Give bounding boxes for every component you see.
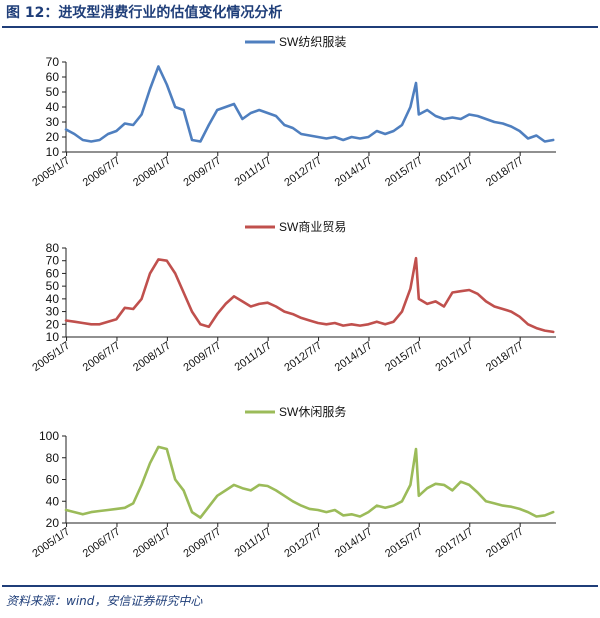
series-line [64, 445, 555, 519]
x-tick-label: 2015/7/7 [383, 340, 425, 374]
y-tick-label: 10 [46, 145, 60, 159]
x-tick-label: 2006/7/7 [81, 340, 123, 374]
figure-title: 图 12：进攻型消费行业的估值变化情况分析 [6, 5, 283, 21]
title-rule [2, 26, 598, 28]
y-tick-label: 40 [46, 100, 60, 114]
x-tick-label: 2015/7/7 [383, 155, 425, 189]
x-tick-label: 2011/1/7 [233, 340, 274, 374]
x-tick-label: 2018/7/7 [484, 340, 526, 374]
y-tick-label: 100 [39, 429, 59, 443]
x-tick-label: 2018/7/7 [484, 526, 526, 560]
y-tick-label: 60 [46, 70, 60, 84]
y-tick-label: 10 [46, 330, 60, 344]
y-tick-label: 80 [46, 451, 60, 465]
y-tick-label: 20 [46, 130, 60, 144]
x-tick-label: 2006/7/7 [81, 155, 123, 189]
y-tick-label: 30 [46, 115, 60, 129]
y-tick-label: 30 [46, 305, 60, 319]
x-tick-label: 2005/1/7 [30, 155, 72, 189]
x-tick-label: 2014/1/7 [333, 155, 375, 189]
y-tick-label: 20 [46, 317, 60, 331]
y-tick-label: 70 [46, 254, 60, 268]
series-line [64, 256, 555, 334]
x-tick-label: 2014/1/7 [333, 340, 375, 374]
y-tick-label: 50 [46, 279, 60, 293]
x-tick-label: 2006/7/7 [81, 526, 123, 560]
y-tick-label: 50 [46, 85, 60, 99]
source-note: 资料来源：wind，安信证券研究中心 [6, 594, 203, 608]
source-rule [2, 585, 598, 587]
x-tick-label: 2009/7/7 [182, 155, 224, 189]
y-tick-label: 60 [46, 473, 60, 487]
legend-label: SW纺织服装 [279, 35, 346, 49]
x-tick-label: 2012/7/7 [282, 526, 324, 560]
x-tick-label: 2009/7/7 [182, 526, 224, 560]
x-tick-label: 2017/1/7 [434, 155, 476, 189]
x-tick-label: 2008/1/7 [131, 340, 173, 374]
y-tick-label: 60 [46, 266, 60, 280]
x-tick-label: 2008/1/7 [131, 155, 173, 189]
x-tick-label: 2005/1/7 [30, 526, 72, 560]
x-tick-label: 2017/1/7 [434, 526, 476, 560]
y-tick-label: 40 [46, 494, 60, 508]
x-tick-label: 2012/7/7 [282, 340, 324, 374]
x-tick-label: 2011/1/7 [233, 155, 274, 189]
y-tick-label: 80 [46, 241, 60, 255]
legend-label: SW商业贸易 [279, 219, 346, 234]
x-tick-label: 2018/7/7 [484, 155, 526, 189]
series-line [64, 65, 555, 143]
x-tick-label: 2008/1/7 [131, 526, 173, 560]
x-tick-label: 2017/1/7 [434, 340, 476, 374]
y-tick-label: 20 [46, 516, 60, 530]
legend-label: SW休闲服务 [279, 404, 346, 419]
x-tick-label: 2009/7/7 [182, 340, 224, 374]
y-tick-label: 40 [46, 292, 60, 306]
x-tick-label: 2012/7/7 [282, 155, 324, 189]
x-tick-label: 2014/1/7 [333, 526, 375, 560]
x-tick-label: 2015/7/7 [383, 526, 425, 560]
x-tick-label: 2005/1/7 [30, 340, 72, 374]
chart-leisure-services: 20 40 60 80 100 2005/1/7 2006/7/7 2008/1/7 2009/… [30, 404, 556, 560]
y-tick-label: 70 [46, 55, 60, 69]
x-tick-label: 2011/1/7 [233, 526, 274, 560]
